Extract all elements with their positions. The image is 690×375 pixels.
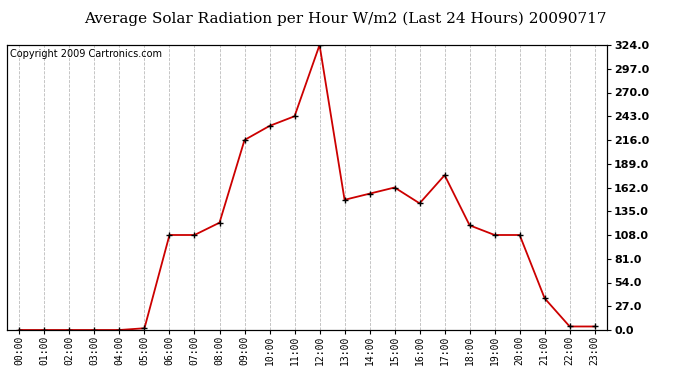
Text: Average Solar Radiation per Hour W/m2 (Last 24 Hours) 20090717: Average Solar Radiation per Hour W/m2 (L… <box>83 11 607 26</box>
Text: Copyright 2009 Cartronics.com: Copyright 2009 Cartronics.com <box>10 49 162 59</box>
